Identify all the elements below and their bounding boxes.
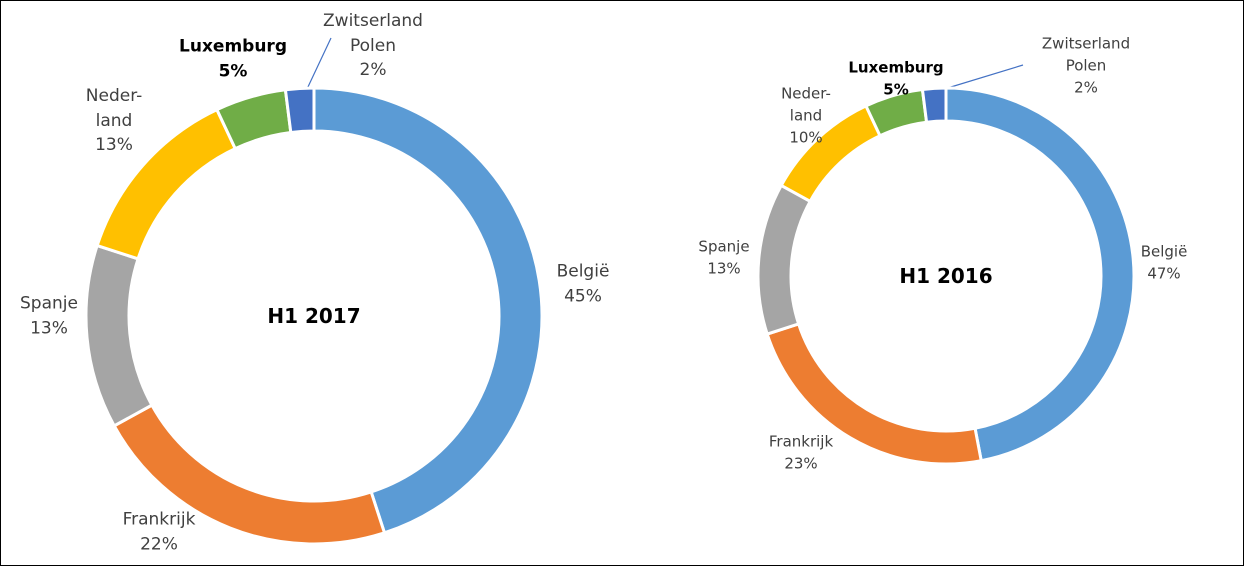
value-label: 45%	[564, 286, 602, 306]
chart-title: H1 2016	[899, 264, 993, 288]
segment-label: Neder- land 13%	[86, 84, 142, 158]
category-label: Frankrijk	[768, 432, 834, 451]
value-label: 5%	[218, 61, 248, 81]
value-label: 2%	[359, 60, 387, 81]
value-label: 22%	[140, 534, 178, 554]
segment-label: Luxemburg 5%	[848, 57, 943, 101]
segment-label: België 45%	[557, 259, 610, 308]
value-label: 13%	[30, 318, 68, 338]
donut-segment	[84, 243, 154, 428]
value-label: 13%	[707, 259, 741, 277]
segment-label: Spanje 13%	[698, 236, 749, 280]
segment-label: Spanje 13%	[20, 291, 78, 340]
value-label: 23%	[784, 454, 818, 472]
segment-label: Frankrijk 23%	[769, 431, 833, 475]
value-label: 47%	[1147, 264, 1181, 282]
segment-label: België 47%	[1141, 241, 1188, 285]
category-label: Zwitserland Polen	[1041, 34, 1131, 75]
donut-segment	[920, 86, 948, 124]
value-label: 10%	[789, 127, 823, 146]
category-label: België	[1140, 242, 1188, 261]
category-label: Spanje	[20, 293, 78, 314]
category-label: Zwitserland Polen	[323, 11, 423, 56]
category-label: Neder- land	[85, 86, 143, 131]
category-label: België	[556, 261, 610, 282]
segment-label: Zwitserland Polen 2%	[1042, 33, 1130, 98]
segment-label: Neder- land 10%	[781, 83, 831, 148]
category-label: Frankrijk	[122, 509, 196, 530]
value-label: 5%	[883, 80, 909, 98]
leader-line	[940, 64, 1024, 91]
segment-label: Zwitserland Polen 2%	[323, 9, 423, 83]
category-label: Luxemburg	[179, 36, 287, 57]
donut-segment	[756, 183, 813, 336]
category-label: Luxemburg	[848, 58, 944, 77]
segment-label: Frankrijk 22%	[123, 507, 196, 556]
value-label: 13%	[95, 135, 133, 156]
segment-label: Luxemburg 5%	[179, 34, 287, 83]
category-label: Spanje	[698, 237, 750, 256]
category-label: Neder- land	[781, 84, 831, 125]
donut-segment	[283, 86, 316, 135]
value-label: 2%	[1074, 77, 1098, 96]
leader-line	[306, 37, 332, 90]
chart-title: H1 2017	[267, 304, 361, 328]
donut-segment	[312, 86, 544, 535]
